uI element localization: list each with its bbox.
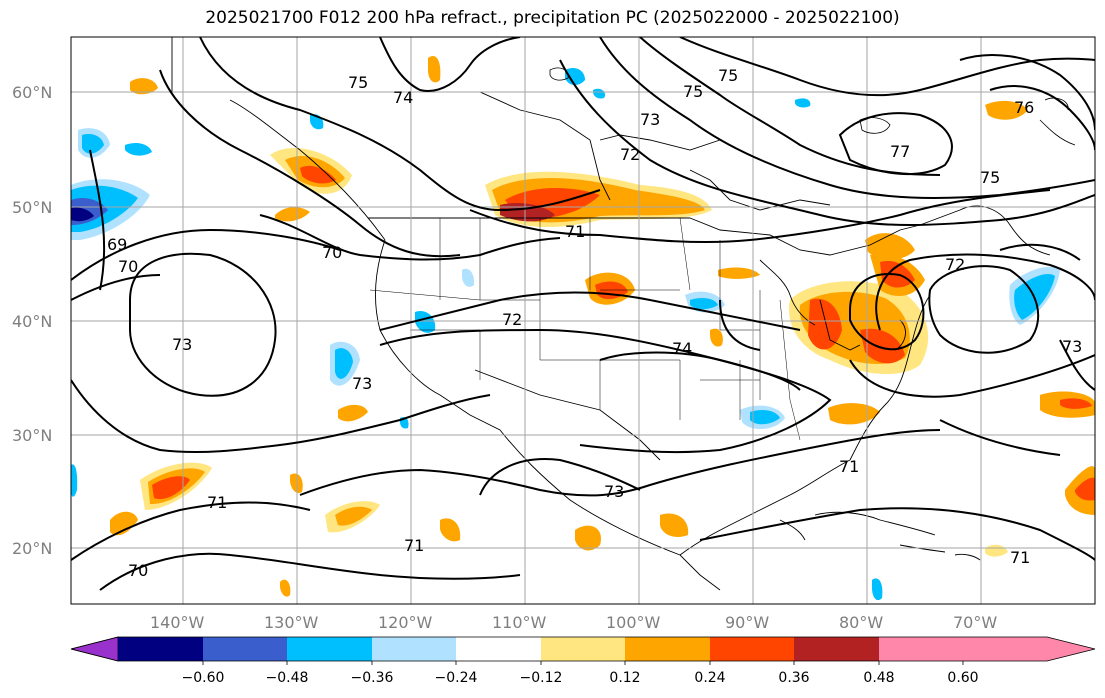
colorbar-segment xyxy=(879,637,963,661)
contour-label: 72 xyxy=(502,310,522,329)
contour-label: 76 xyxy=(1014,98,1034,117)
contour-label: 74 xyxy=(672,339,692,358)
lon-label: 120°W xyxy=(378,613,433,632)
contour-label: 73 xyxy=(604,482,624,501)
contour-label: 77 xyxy=(890,142,910,161)
colorbar-tick-label: 0.48 xyxy=(863,670,894,686)
lat-label: 40°N xyxy=(12,312,52,331)
contour-label: 75 xyxy=(348,73,368,92)
contour-label: 73 xyxy=(172,335,192,354)
contour-label: 71 xyxy=(565,222,585,241)
contour-label: 71 xyxy=(207,493,227,512)
precip-positive-shading xyxy=(110,56,1095,597)
contour-label: 69 xyxy=(107,235,127,254)
lat-label: 30°N xyxy=(12,426,52,445)
colorbar-tick-label: 0.36 xyxy=(778,670,809,686)
colorbar-segment xyxy=(456,637,541,661)
refractivity-contours xyxy=(71,37,1095,591)
contour-label: 71 xyxy=(404,536,424,555)
colorbar-segment xyxy=(372,637,456,661)
contour-label: 70 xyxy=(322,243,342,262)
contour-label: 73 xyxy=(1062,337,1082,356)
lon-label: 100°W xyxy=(606,613,661,632)
coastlines-and-borders xyxy=(171,37,1051,591)
contour-label: 71 xyxy=(839,457,859,476)
colorbar-segment xyxy=(118,637,203,661)
contour-labels: 75 74 75 73 72 71 75 76 77 75 69 70 70 7… xyxy=(107,66,1082,580)
colorbar-segment xyxy=(794,637,879,661)
contour-label: 70 xyxy=(118,257,138,276)
map-panel: 75 74 75 73 72 71 75 76 77 75 69 70 70 7… xyxy=(71,37,1095,604)
longitude-labels: 140°W 130°W 120°W 110°W 100°W 90°W 80°W … xyxy=(150,613,997,632)
lon-label: 80°W xyxy=(839,613,883,632)
lon-label: 140°W xyxy=(150,613,205,632)
map-frame xyxy=(70,36,1096,605)
state-borders xyxy=(369,217,801,441)
contour-label: 75 xyxy=(980,168,1000,187)
latitude-labels: 60°N 50°N 40°N 30°N 20°N xyxy=(12,83,52,558)
colorbar-extend-low xyxy=(70,636,119,662)
colorbar-tick-label: −0.60 xyxy=(182,670,225,686)
colorbar-segment xyxy=(287,637,372,661)
colorbar-tick-label: 0.12 xyxy=(609,670,640,686)
colorbar-segment xyxy=(203,637,287,661)
colorbar: −0.60 −0.48 −0.36 −0.24 −0.12 0.12 0.24 … xyxy=(70,636,1096,686)
contour-label: 72 xyxy=(945,255,965,274)
lat-label: 50°N xyxy=(12,198,52,217)
contour-label: 73 xyxy=(352,374,372,393)
lon-label: 110°W xyxy=(492,613,547,632)
lat-label: 60°N xyxy=(12,83,52,102)
lon-label: 70°W xyxy=(953,613,997,632)
colorbar-tick-label: −0.12 xyxy=(520,670,563,686)
contour-label: 72 xyxy=(620,145,640,164)
colorbar-tick-label: −0.48 xyxy=(266,670,309,686)
island-outlines xyxy=(549,67,1076,146)
lon-label: 90°W xyxy=(725,613,769,632)
chart-title: 2025021700 F012 200 hPa refract., precip… xyxy=(205,8,900,28)
lat-label: 20°N xyxy=(12,539,52,558)
contour-label: 74 xyxy=(393,88,413,107)
colorbar-tick-label: −0.24 xyxy=(435,670,478,686)
colorbar-tick-label: 0.60 xyxy=(947,670,978,686)
contour-label: 75 xyxy=(718,66,738,85)
graticule xyxy=(71,37,1095,604)
contour-label: 70 xyxy=(128,561,148,580)
colorbar-segment xyxy=(541,637,625,661)
colorbar-segment xyxy=(625,637,710,661)
contour-label: 71 xyxy=(1010,548,1030,567)
colorbar-segment xyxy=(710,637,794,661)
colorbar-tick-label: 0.24 xyxy=(694,670,725,686)
contour-label: 73 xyxy=(640,110,660,129)
colorbar-tick-label: −0.36 xyxy=(351,670,394,686)
contour-label: 75 xyxy=(683,82,703,101)
lon-label: 130°W xyxy=(264,613,319,632)
colorbar-extend-high xyxy=(963,637,1095,661)
